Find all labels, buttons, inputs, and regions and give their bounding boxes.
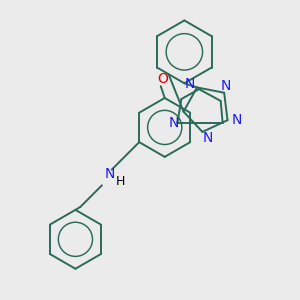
Text: H: H — [116, 175, 125, 188]
Text: N: N — [202, 131, 212, 145]
Text: N: N — [231, 113, 242, 127]
Text: O: O — [157, 72, 168, 86]
Text: N: N — [221, 79, 231, 93]
Text: N: N — [105, 167, 115, 181]
Text: N: N — [185, 77, 195, 92]
Text: N: N — [168, 116, 179, 130]
